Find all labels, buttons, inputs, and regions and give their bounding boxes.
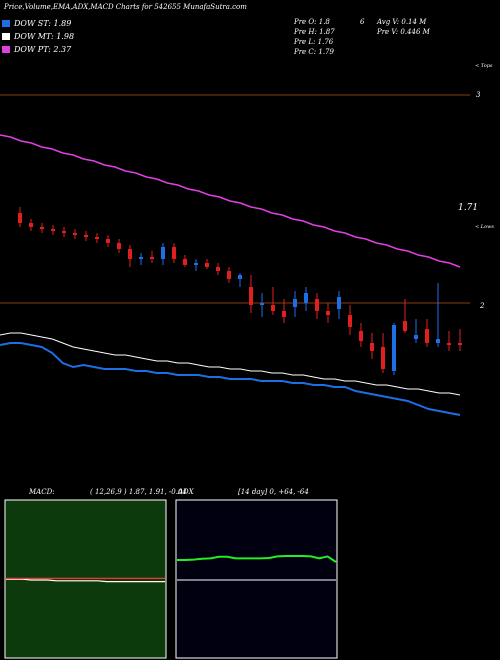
candle-body xyxy=(304,293,308,303)
candle-body xyxy=(359,331,363,341)
avg-volume: Avg V: 0.14 M xyxy=(377,18,427,26)
legend-dow-st-label: DOW ST: 1.89 xyxy=(14,18,72,28)
candle-body xyxy=(271,305,275,311)
day-count: 6 xyxy=(360,18,365,26)
ema-series-1 xyxy=(0,332,461,396)
legend-dow-mt: DOW MT: 1.98 xyxy=(2,31,74,41)
ema-lines xyxy=(0,134,461,416)
candle-body xyxy=(326,311,330,315)
candle-body xyxy=(18,213,22,223)
candle-body xyxy=(447,343,451,345)
candle-body xyxy=(161,247,165,259)
candle-body xyxy=(183,259,187,265)
candle-body xyxy=(128,249,132,259)
ema-series-0 xyxy=(0,342,461,416)
candle-body xyxy=(436,339,440,343)
candle-body xyxy=(95,237,99,239)
candle-body xyxy=(260,303,264,305)
candle-body xyxy=(403,321,407,331)
candle-body xyxy=(73,233,77,235)
candle-body xyxy=(62,231,66,233)
prev-low: Pre L: 1.76 xyxy=(294,38,334,46)
candle-body xyxy=(51,229,55,231)
legend-dow-pt: DOW PT: 2.37 xyxy=(2,44,71,54)
adx-panel xyxy=(175,499,338,659)
candle-body xyxy=(29,223,33,227)
macd-series-0 xyxy=(6,578,165,583)
candle-body xyxy=(392,325,396,371)
candle-body xyxy=(205,263,209,267)
adx-lines xyxy=(177,555,337,581)
adx-series-1 xyxy=(177,555,337,563)
legend-dow-st: DOW ST: 1.89 xyxy=(2,18,71,28)
candle-body xyxy=(414,335,418,339)
adx-params: [14 day] 0, +64, -64 xyxy=(238,488,309,496)
lows-label: < Lows xyxy=(475,224,494,230)
candle-body xyxy=(238,275,242,279)
candle-body xyxy=(348,315,352,327)
candle-body xyxy=(194,263,198,265)
candle-body xyxy=(172,247,176,259)
candle-body xyxy=(84,235,88,237)
legend-dow-mt-label: DOW MT: 1.98 xyxy=(14,31,75,41)
prev-open: Pre O: 1.8 xyxy=(294,18,330,26)
chart-title: Price,Volume,EMA,ADX,MACD Charts for 542… xyxy=(4,3,247,11)
macd-params: ( 12,26,9 ) 1.87, 1.91, -0.04 xyxy=(90,488,187,496)
candle-body xyxy=(40,227,44,229)
ema-series-2 xyxy=(0,134,461,268)
candle-body xyxy=(370,343,374,351)
candle-body xyxy=(381,347,385,369)
prev-volume: Pre V: 0.446 M xyxy=(377,28,430,36)
candle-body xyxy=(337,297,341,309)
candle-body xyxy=(117,243,121,249)
legend-dow-pt-label: DOW PT: 2.37 xyxy=(14,44,72,54)
candle-body xyxy=(293,299,297,307)
candle-body xyxy=(150,257,154,259)
legend-dow-pt-swatch xyxy=(2,45,10,53)
legend-dow-st-swatch xyxy=(2,19,10,27)
candle-body xyxy=(139,257,143,259)
candle-body xyxy=(106,239,110,243)
legend-dow-mt-swatch xyxy=(2,32,10,40)
candle-body xyxy=(216,267,220,271)
candle-body xyxy=(249,287,253,305)
adx-label: ADX xyxy=(178,488,194,496)
candle-body xyxy=(315,299,319,311)
candle-body xyxy=(425,329,429,343)
candles xyxy=(18,207,462,375)
candle-body xyxy=(227,271,231,279)
macd-lines xyxy=(6,577,165,583)
macd-label: MACD: xyxy=(29,488,55,496)
candle-body xyxy=(282,311,286,317)
last-value-label: 1.71 xyxy=(458,203,478,213)
candle-body xyxy=(458,343,462,345)
prev-close: Pre C: 1.79 xyxy=(294,48,334,56)
prev-high: Pre H: 1.87 xyxy=(294,28,335,36)
tops-label: < Tops xyxy=(475,63,493,69)
ytick-upper: 3 xyxy=(476,91,481,99)
ytick-lower: 2 xyxy=(479,302,485,310)
